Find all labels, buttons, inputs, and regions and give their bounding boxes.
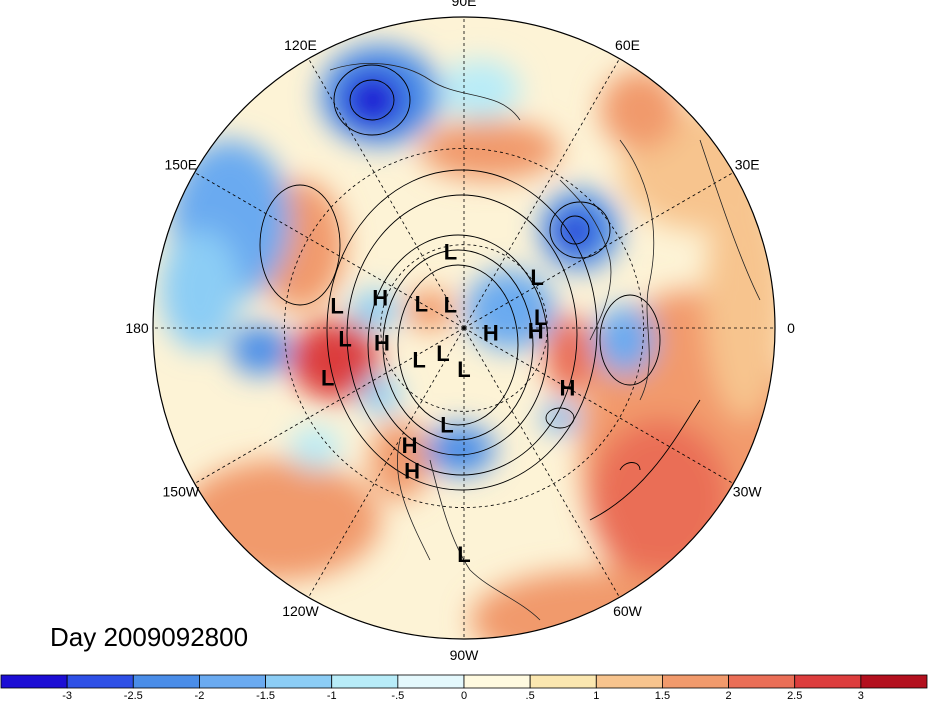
- isobar-contours: [259, 64, 701, 521]
- low-pressure-label: L: [457, 542, 470, 567]
- colorbar-swatch: [132, 674, 200, 689]
- parallel-line: [284, 148, 644, 508]
- low-pressure-label: L: [415, 291, 428, 316]
- colorbar-swatch: [595, 674, 663, 689]
- colorbar-swatch: [0, 674, 68, 689]
- low-pressure-label: L: [412, 347, 425, 372]
- colorbar-tick-label: -3: [62, 690, 72, 702]
- colorbar-tick-label: -1: [327, 690, 337, 702]
- meridian-line: [463, 327, 620, 598]
- colorbar-swatch: [463, 674, 531, 689]
- meridian-line: [463, 58, 620, 329]
- low-pressure-label: L: [321, 366, 334, 391]
- longitude-label: 60E: [615, 37, 640, 53]
- colorbar: -3 -2.5 -2 -1.5 -1 -.5 0 .5 1 1.5 2 2.5 3: [0, 674, 928, 702]
- high-pressure-label: H: [528, 319, 544, 344]
- low-pressure-label: L: [330, 294, 343, 319]
- colorbar-swatch: [728, 674, 796, 689]
- meridian-line: [463, 172, 734, 329]
- longitude-label: 180: [125, 320, 149, 336]
- meridian-line: [194, 172, 465, 329]
- meridian-line: [463, 327, 734, 484]
- meridian-line: [308, 58, 465, 329]
- map-boundary: [152, 16, 776, 640]
- longitude-labels: 90E 60E 30E 0 30W 60W 90W 120W 150W 180 150E 120E: [125, 0, 795, 663]
- low-pressure-label: L: [338, 326, 351, 351]
- colorbar-tick-label: 1.5: [655, 690, 670, 702]
- longitude-label: 90W: [450, 647, 480, 663]
- high-pressure-label: H: [402, 433, 418, 458]
- low-pressure-label: L: [534, 305, 547, 330]
- colorbar-tick-label: 2: [726, 690, 732, 702]
- meridian-line: [308, 327, 465, 598]
- high-pressure-label: H: [483, 321, 499, 346]
- colorbar-swatch: [662, 674, 729, 689]
- colorbar-swatch: [265, 674, 333, 689]
- colorbar-swatch: [66, 674, 134, 689]
- colorbar-tick-label: -2: [195, 690, 205, 702]
- colorbar-tick-label: -.5: [391, 690, 404, 702]
- colorbar-tick-label: .5: [526, 690, 535, 702]
- colorbar-tick-label: 0: [461, 690, 467, 702]
- colorbar-tick-label: -1.5: [256, 690, 275, 702]
- colorbar-tick-label: -2.5: [124, 690, 143, 702]
- colorbar-swatch: [794, 674, 862, 689]
- high-pressure-label: H: [404, 459, 420, 484]
- low-pressure-label: L: [457, 357, 470, 382]
- parallel-line: [380, 244, 548, 412]
- longitude-label: 90E: [452, 0, 477, 9]
- longitude-label: 120W: [282, 603, 319, 619]
- colorbar-swatch: [397, 674, 465, 689]
- colorbar-swatch: [199, 674, 266, 689]
- longitude-label: 60W: [613, 603, 643, 619]
- longitude-label: 0: [787, 320, 795, 336]
- colorbar-swatch: [860, 674, 928, 689]
- longitude-label: 150E: [164, 157, 197, 173]
- meridian-line: [194, 327, 465, 484]
- day-label: Day 2009092800: [50, 622, 248, 652]
- high-pressure-label: H: [372, 285, 388, 310]
- low-pressure-label: L: [444, 240, 457, 265]
- polar-map: [152, 16, 776, 640]
- high-pressure-label: H: [374, 330, 390, 355]
- coastlines: [329, 63, 761, 621]
- longitude-label: 120E: [284, 37, 317, 53]
- longitude-label: 150W: [163, 484, 200, 500]
- longitude-label: 30W: [733, 484, 763, 500]
- low-pressure-label: L: [444, 292, 457, 317]
- colorbar-tick-label: 3: [858, 690, 864, 702]
- low-pressure-label: L: [530, 265, 543, 290]
- colorbar-tick-label: 2.5: [787, 690, 802, 702]
- longitude-label: 30E: [735, 157, 760, 173]
- colorbar-swatch: [331, 674, 399, 689]
- low-pressure-label: L: [440, 413, 453, 438]
- colorbar-tick-label: 1: [593, 690, 599, 702]
- high-pressure-label: H: [559, 376, 575, 401]
- graticule-lines: [153, 17, 775, 639]
- low-pressure-label: L: [436, 341, 449, 366]
- colorbar-swatch: [529, 674, 597, 689]
